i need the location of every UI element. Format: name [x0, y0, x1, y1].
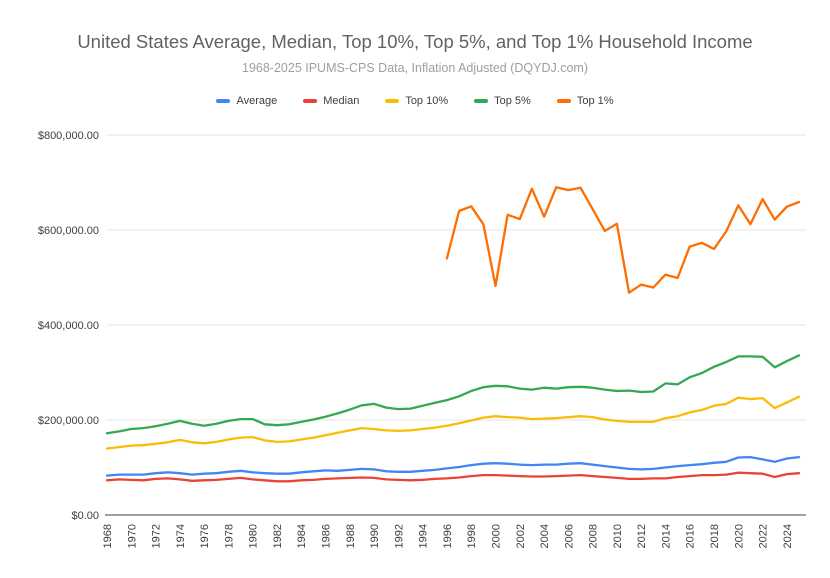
- chart-title: United States Average, Median, Top 10%, …: [77, 31, 753, 52]
- x-axis-tick-label: 2024: [782, 524, 794, 548]
- x-axis-tick-label: 1972: [151, 524, 163, 548]
- y-axis-tick-label: $200,000.00: [38, 415, 99, 427]
- x-axis-tick-label: 2006: [563, 524, 575, 548]
- legend-label-top-5: Top 5%: [494, 95, 531, 107]
- x-axis-tick-label: 1980: [248, 524, 260, 548]
- legend-swatch-top-1: [556, 99, 571, 103]
- x-axis-tick-label: 2022: [758, 524, 770, 548]
- x-axis-tick-label: 1976: [199, 524, 211, 548]
- x-axis-tick-label: 1974: [175, 524, 187, 548]
- y-axis-tick-label: $0.00: [71, 510, 99, 522]
- y-axis-tick-label: $800,000.00: [38, 130, 99, 142]
- x-axis-tick-label: 1970: [126, 524, 138, 548]
- legend-swatch-top-10: [385, 99, 400, 103]
- legend-item-median: Median: [303, 95, 359, 107]
- x-axis-tick-label: 1986: [321, 524, 333, 548]
- series-line-top-10: [105, 395, 801, 450]
- x-axis-tick-label: 1996: [442, 524, 454, 548]
- series-line-top-5: [105, 354, 801, 435]
- x-axis-tick-label: 2000: [490, 524, 502, 548]
- legend-item-average: Average: [216, 95, 277, 107]
- series-line-average: [105, 455, 801, 477]
- x-axis-tick-label: 2012: [636, 524, 648, 548]
- x-axis-tick-label: 1984: [296, 524, 308, 548]
- x-axis-tick-label: 2010: [612, 524, 624, 548]
- x-axis-tick-label: 2016: [685, 524, 697, 548]
- legend-label-top-1: Top 1%: [576, 95, 614, 107]
- x-axis-tick-label: 1990: [369, 524, 381, 548]
- series-line-top-1: [445, 186, 801, 294]
- x-axis-tick-label: 2014: [660, 524, 672, 548]
- legend-swatch-average: [216, 99, 231, 103]
- x-axis-tick-label: 1992: [393, 524, 405, 548]
- legend-item-top-1: Top 1%: [556, 95, 614, 107]
- legend-label-average: Average: [236, 95, 278, 107]
- x-axis-tick-label: 1998: [466, 524, 478, 548]
- chart-subtitle: 1968-2025 IPUMS-CPS Data, Inflation Adju…: [242, 61, 588, 75]
- legend-swatch-median: [303, 99, 318, 103]
- y-axis-tick-label: $600,000.00: [38, 225, 99, 237]
- legend-swatch-top-5: [474, 99, 489, 103]
- legend: Average Median Top 10% Top 5% Top 1%: [0, 93, 830, 109]
- x-axis-tick-label: 1968: [102, 524, 114, 548]
- x-axis-tick-label: 1982: [272, 524, 284, 548]
- x-axis-tick-label: 2020: [733, 524, 745, 548]
- series-line-median: [105, 471, 801, 483]
- legend-item-top-10: Top 10%: [385, 95, 448, 107]
- x-axis-tick-label: 2008: [588, 524, 600, 548]
- x-axis-tick-label: 2018: [709, 524, 721, 548]
- x-axis-tick-label: 2004: [539, 524, 551, 548]
- y-axis-tick-label: $400,000.00: [38, 320, 99, 332]
- x-axis-tick-label: 1994: [418, 524, 430, 548]
- legend-label-top-10: Top 10%: [405, 95, 449, 107]
- x-axis-tick-label: 2002: [515, 524, 527, 548]
- legend-label-median: Median: [323, 95, 360, 107]
- x-axis-tick-label: 1988: [345, 524, 357, 548]
- x-axis-tick-label: 1978: [223, 524, 235, 548]
- legend-item-top-5: Top 5%: [474, 95, 531, 107]
